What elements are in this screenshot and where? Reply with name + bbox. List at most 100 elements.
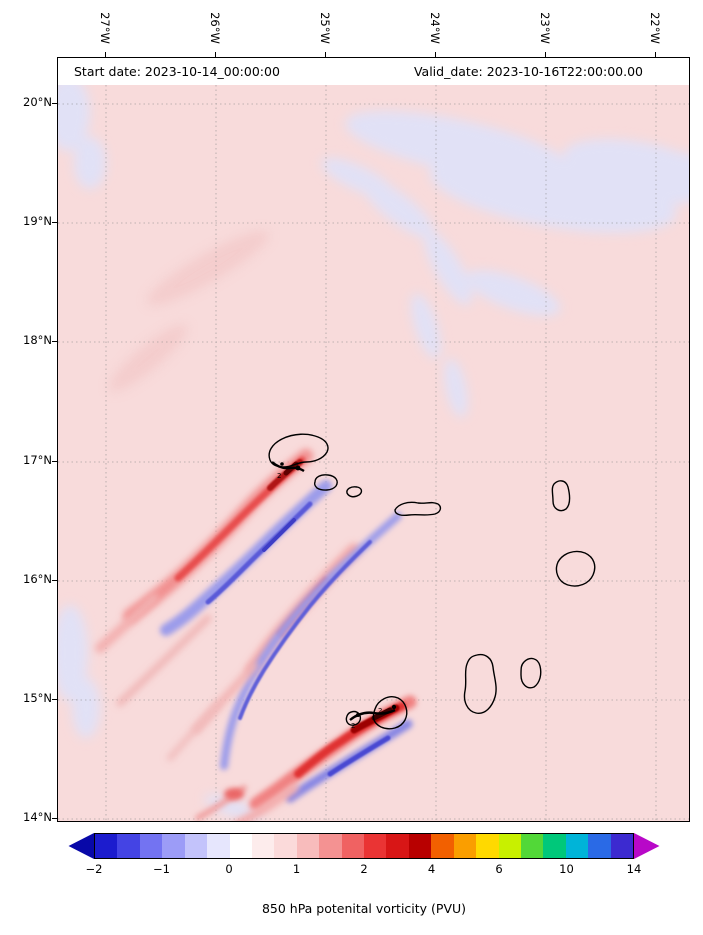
pv-patch: [146, 230, 270, 306]
island-outline: [551, 480, 571, 512]
colorbar-segment: [521, 834, 544, 858]
negative-pv-patches: [58, 75, 689, 821]
colorbar-segment: [117, 834, 140, 858]
x-tick-label: 24°W: [428, 12, 442, 44]
pv-patch: [361, 178, 435, 238]
colorbar-tick-label: 6: [495, 862, 503, 876]
colorbar-tick-label: 0: [225, 862, 233, 876]
y-tick-mark: [52, 580, 57, 581]
x-tick-label: 25°W: [318, 12, 332, 44]
colorbar-segment: [162, 834, 185, 858]
y-tick-mark: [52, 818, 57, 819]
y-tick-label: 20°N: [23, 95, 52, 109]
colorbar-segment: [543, 834, 566, 858]
y-tick-mark: [52, 461, 57, 462]
colorbar-arrow-right: [634, 833, 660, 859]
island-outline: [463, 653, 497, 714]
contour-label: 2: [351, 722, 355, 730]
colorbar-tick-label: 10: [559, 862, 574, 876]
pv-contour-dot: [295, 465, 301, 471]
y-tick-mark: [52, 103, 57, 104]
pv-patch: [424, 231, 472, 305]
colorbar-segment: [364, 834, 387, 858]
colorbar-tick-label: −2: [85, 862, 103, 876]
pv-patch: [58, 75, 90, 151]
x-tick-mark: [215, 52, 216, 57]
colorbar-segment: [431, 834, 454, 858]
colorbar-segment: [139, 834, 163, 858]
pv-map-svg: 2 2 2: [58, 58, 689, 821]
positive-pv-blob: [224, 788, 244, 800]
pv-patch: [444, 358, 468, 418]
colorbar-segment: [251, 834, 275, 858]
colorbar-tick-labels: −2 −1 0 1 2 4 6 10 14: [86, 862, 642, 878]
colorbar: [68, 833, 660, 859]
contour-label: 2: [277, 472, 281, 480]
colorbar-tick-label: 1: [292, 862, 301, 876]
x-tick-mark: [545, 52, 546, 57]
x-tick-label: 26°W: [208, 12, 222, 44]
wake-south: [195, 695, 417, 821]
pv-contour-dot: [280, 462, 284, 466]
pink-texture-patches: [108, 230, 270, 392]
x-tick-mark: [655, 52, 656, 57]
x-tick-mark: [435, 52, 436, 57]
colorbar-segment: [408, 834, 432, 858]
colorbar-segment: [498, 834, 522, 858]
colorbar-body: [94, 833, 634, 859]
plot-area: 2 2 2 Start date: 202: [57, 57, 690, 822]
y-tick-label: 15°N: [23, 691, 52, 705]
colorbar-segment: [207, 834, 230, 858]
colorbar-tick-label: −1: [153, 862, 170, 876]
colorbar-segment: [95, 834, 118, 858]
y-tick-label: 19°N: [23, 214, 52, 228]
pv-contour-dot: [391, 704, 397, 710]
colorbar-segment: [274, 834, 297, 858]
colorbar-arrow-left: [68, 833, 94, 859]
pv-patch: [644, 152, 689, 204]
y-tick-label: 14°N: [23, 810, 52, 824]
colorbar-tick-label: 14: [626, 862, 642, 876]
y-tick-label: 17°N: [23, 453, 52, 467]
colorbar-tick-label: 2: [360, 862, 368, 876]
colorbar-segment: [565, 834, 589, 858]
colorbar-segment: [588, 834, 611, 858]
negative-pv-dark-core: [262, 518, 296, 552]
y-tick-mark: [52, 222, 57, 223]
island-outline: [372, 696, 408, 730]
pv-patch: [58, 605, 88, 701]
colorbar-segment: [319, 834, 342, 858]
island-outline: [346, 486, 363, 498]
colorbar-caption: 850 hPa potenital vorticity (PVU): [261, 901, 467, 916]
pv-patch: [411, 293, 441, 359]
colorbar-segment: [453, 834, 477, 858]
pv-patch: [72, 678, 100, 738]
x-tick-label: 22°W: [648, 12, 662, 44]
island-outline: [268, 433, 329, 468]
island-outline: [345, 710, 362, 726]
colorbar-segment: [610, 834, 634, 858]
pv-patch: [465, 270, 561, 316]
x-tick-label: 23°W: [538, 12, 552, 44]
title-bar: Start date: 2023-10-14_00:00:00 Valid_da…: [58, 58, 689, 85]
y-tick-mark: [52, 341, 57, 342]
island-outline: [555, 550, 596, 587]
negative-pv-streak: [160, 480, 332, 636]
y-tick-mark: [52, 699, 57, 700]
colorbar-segment: [229, 834, 252, 858]
contour-label: 2: [378, 707, 382, 715]
start-date-label: Start date: 2023-10-14_00:00:00: [74, 64, 280, 79]
x-tick-label: 27°W: [98, 12, 112, 44]
pv-patch: [108, 324, 188, 392]
colorbar-segment: [296, 834, 320, 858]
positive-pv-tail: [234, 783, 299, 821]
y-tick-label: 16°N: [23, 572, 52, 586]
colorbar-segment: [184, 834, 208, 858]
filament-central: [167, 512, 402, 770]
valid-date-label: Valid_date: 2023-10-16T22:00:00.00: [413, 64, 643, 79]
colorbar-segment: [476, 834, 499, 858]
negative-pv-filament-core: [238, 540, 372, 720]
x-tick-mark: [105, 52, 106, 57]
colorbar-segment: [386, 834, 409, 858]
